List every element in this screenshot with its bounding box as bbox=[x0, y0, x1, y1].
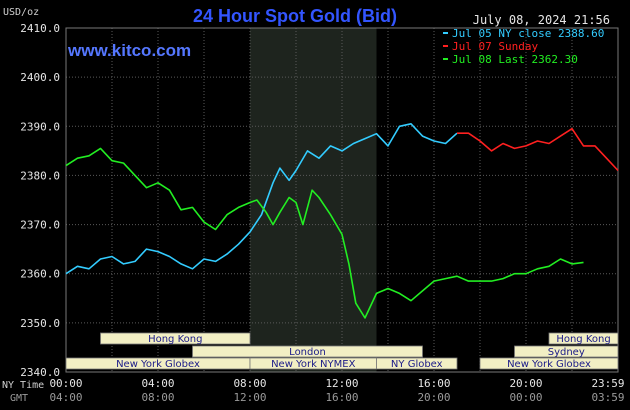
x-tick-label-gmt: 03:59 bbox=[591, 391, 624, 404]
market-session-label: New York Globex bbox=[116, 359, 200, 370]
ny-time-label: NY Time bbox=[2, 380, 44, 391]
x-tick-label-gmt: 20:00 bbox=[417, 391, 450, 404]
legend-item-sunday: Jul 07 Sunday bbox=[443, 40, 538, 53]
y-tick-label: 2360.0 bbox=[20, 268, 60, 281]
market-session-box bbox=[376, 357, 458, 370]
market-session-box bbox=[192, 345, 423, 358]
series-line-2 bbox=[65, 147, 584, 319]
plot-frame bbox=[65, 27, 619, 373]
y-unit-label: USD/oz bbox=[3, 7, 39, 18]
legend-swatch-last bbox=[443, 58, 448, 60]
market-session-label: London bbox=[289, 347, 326, 358]
x-tick-label-ny: 04:00 bbox=[141, 377, 174, 390]
market-session-box bbox=[100, 332, 251, 345]
x-tick-label-ny: 08:00 bbox=[233, 377, 266, 390]
market-session-label: New York Globex bbox=[507, 359, 591, 370]
market-session-label: NY Globex bbox=[391, 359, 443, 370]
x-tick-label-gmt: 16:00 bbox=[325, 391, 358, 404]
y-tick-label: 2400.0 bbox=[20, 71, 60, 84]
y-tick-label: 2380.0 bbox=[20, 169, 60, 182]
y-tick-label: 2370.0 bbox=[20, 219, 60, 232]
y-tick-label: 2410.0 bbox=[20, 22, 60, 35]
nymex-hours-shade bbox=[250, 28, 377, 372]
market-session-label: New York NYMEX bbox=[271, 359, 356, 370]
legend-swatch-ny-close bbox=[443, 32, 448, 34]
market-session-box bbox=[479, 357, 619, 370]
y-tick-label: 2340.0 bbox=[20, 366, 60, 379]
market-session-label: Hong Kong bbox=[148, 334, 202, 345]
legend-label-ny-close: Jul 05 NY close 2388.60 bbox=[452, 27, 604, 40]
x-tick-label-ny: 20:00 bbox=[509, 377, 542, 390]
x-tick-label-ny: 12:00 bbox=[325, 377, 358, 390]
x-tick-label-gmt: 12:00 bbox=[233, 391, 266, 404]
y-tick-label: 2350.0 bbox=[20, 317, 60, 330]
x-tick-label-gmt: 00:00 bbox=[509, 391, 542, 404]
market-session-label: Sydney bbox=[548, 347, 585, 358]
legend-label-sunday: Jul 07 Sunday bbox=[452, 40, 538, 53]
legend-swatch-sunday bbox=[443, 45, 448, 47]
legend-label-last: Jul 08 Last 2362.30 bbox=[452, 53, 578, 66]
legend-item-ny-close: Jul 05 NY close 2388.60 bbox=[443, 27, 604, 40]
x-tick-label-ny: 16:00 bbox=[417, 377, 450, 390]
watermark-url: www.kitco.com bbox=[67, 41, 191, 60]
market-sessions: Hong Kong London New York Globex New York N… bbox=[65, 332, 619, 370]
x-tick-label-ny: 23:59 bbox=[591, 377, 624, 390]
market-session-label: Hong Kong bbox=[556, 334, 610, 345]
series-line-0 bbox=[65, 123, 458, 275]
y-tick-label: 2390.0 bbox=[20, 120, 60, 133]
plot-area bbox=[65, 27, 619, 373]
gmt-label: GMT bbox=[10, 393, 28, 404]
legend-item-last: Jul 08 Last 2362.30 bbox=[443, 53, 578, 66]
chart-title: 24 Hour Spot Gold (Bid) bbox=[193, 6, 397, 26]
axes: 2410.0 2400.0 2390.0 2380.0 2370.0 2360.0 2350… bbox=[20, 22, 624, 404]
series-line-1 bbox=[457, 127, 619, 172]
x-tick-label-gmt: 08:00 bbox=[141, 391, 174, 404]
x-tick-label-ny: 00:00 bbox=[49, 377, 82, 390]
market-session-box bbox=[548, 332, 619, 345]
market-session-box bbox=[514, 345, 619, 358]
series-layer bbox=[65, 123, 619, 319]
x-tick-label-gmt: 04:00 bbox=[49, 391, 82, 404]
date-stamp: July 08, 2024 21:56 bbox=[473, 13, 610, 27]
legend: Jul 05 NY close 2388.60 Jul 07 Sunday Ju… bbox=[443, 27, 604, 66]
